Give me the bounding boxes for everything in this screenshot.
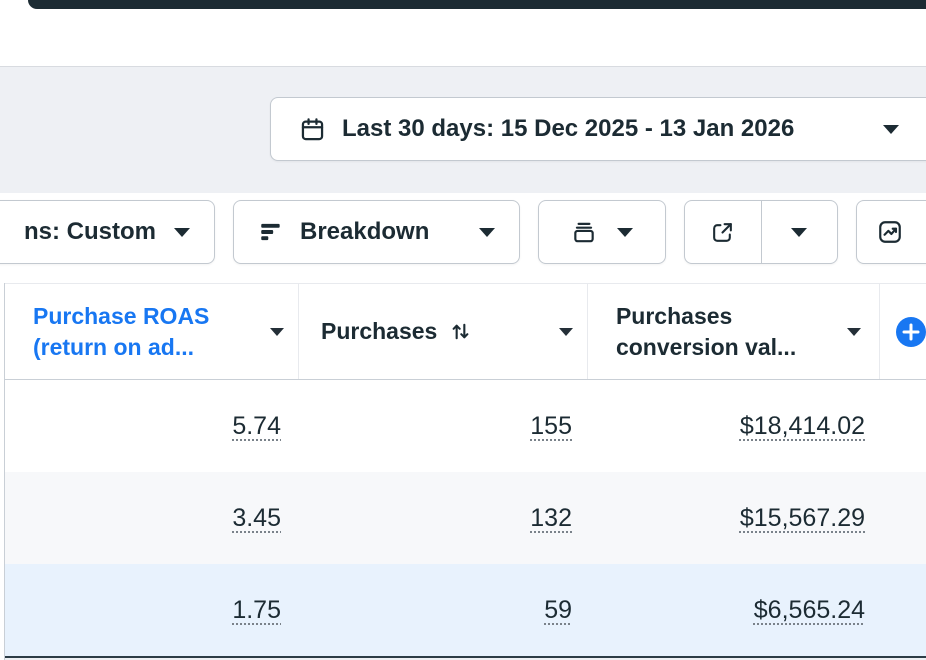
open-external-icon (710, 220, 735, 245)
cell-purchase-roas: 1.75 (5, 596, 301, 625)
chevron-down-icon[interactable] (847, 327, 861, 336)
cell-purchases-conversion-value: $6,565.24 (592, 596, 886, 625)
date-range-button[interactable]: Last 30 days: 15 Dec 2025 - 13 Jan 2026 (270, 97, 926, 161)
cell-purchases: 132 (301, 504, 592, 533)
cell-purchases: 155 (301, 412, 592, 441)
cell-purchase-roas: 5.74 (5, 412, 301, 441)
column-header-label: Purchase ROAS (return on ad... (33, 303, 210, 360)
report-sheets-icon (571, 219, 597, 245)
columns-button[interactable]: ns: Custom (0, 200, 215, 264)
breakdown-button-label: Breakdown (300, 218, 430, 245)
table-row[interactable]: 3.45 132 $15,567.29 (5, 472, 926, 564)
column-header-label: Purchases (320, 318, 438, 345)
cell-value[interactable]: 155 (530, 411, 572, 440)
charts-button[interactable] (856, 200, 926, 264)
chevron-down-icon[interactable] (558, 327, 573, 336)
chevron-down-icon (617, 227, 633, 237)
date-range-label: Last 30 days: 15 Dec 2025 - 13 Jan 2026 (342, 115, 795, 142)
cell-value[interactable]: 5.74 (232, 411, 281, 440)
cell-purchases: 59 (301, 596, 592, 625)
cell-value[interactable]: 1.75 (232, 595, 281, 624)
column-header-purchase-roas[interactable]: Purchase ROAS (return on ad... (5, 284, 299, 379)
reports-button[interactable] (538, 200, 666, 264)
table-row-highlighted[interactable]: 1.75 59 $6,565.24 (5, 564, 926, 656)
top-nav-bar-edge (28, 0, 926, 9)
cell-value[interactable]: $6,565.24 (753, 595, 865, 624)
cell-value[interactable]: $15,567.29 (739, 503, 865, 532)
column-header-purchases-conversion-value[interactable]: Purchases conversion val... (588, 284, 880, 379)
cell-purchases-conversion-value: $15,567.29 (592, 504, 886, 533)
cell-value[interactable]: 3.45 (232, 503, 281, 532)
chart-trend-icon (877, 219, 903, 245)
chevron-down-icon[interactable] (269, 327, 284, 336)
export-split-button (684, 200, 838, 264)
chevron-down-icon (791, 227, 808, 237)
metrics-table: Purchase ROAS (return on ad... Purchases… (4, 283, 926, 660)
cell-purchases-conversion-value: $18,414.02 (592, 412, 886, 441)
chevron-down-icon (174, 227, 190, 237)
breakdown-button[interactable]: Breakdown (233, 200, 520, 264)
cell-purchase-roas: 3.45 (5, 504, 301, 533)
add-column-cell (880, 284, 926, 379)
breakdown-bars-icon (258, 219, 284, 245)
sort-arrows-icon (449, 320, 472, 343)
summary-row-edge (5, 658, 926, 660)
add-column-button[interactable] (896, 316, 926, 347)
table-bottom-divider (5, 656, 926, 658)
columns-button-label: ns: Custom (24, 218, 156, 245)
calendar-icon (299, 116, 326, 143)
table-row[interactable]: 5.74 155 $18,414.02 (5, 380, 926, 472)
export-dropdown-button[interactable] (760, 201, 838, 263)
cell-value[interactable]: 59 (544, 595, 572, 624)
plus-icon (896, 317, 926, 347)
cell-value[interactable]: 132 (530, 503, 572, 532)
chevron-down-icon (479, 227, 495, 237)
table-header-row: Purchase ROAS (return on ad... Purchases… (5, 283, 926, 380)
column-header-purchases[interactable]: Purchases (299, 284, 588, 379)
cell-value[interactable]: $18,414.02 (739, 411, 865, 440)
chevron-down-icon (883, 124, 899, 134)
export-button[interactable] (685, 201, 761, 263)
column-header-label: Purchases conversion val... (615, 303, 797, 360)
